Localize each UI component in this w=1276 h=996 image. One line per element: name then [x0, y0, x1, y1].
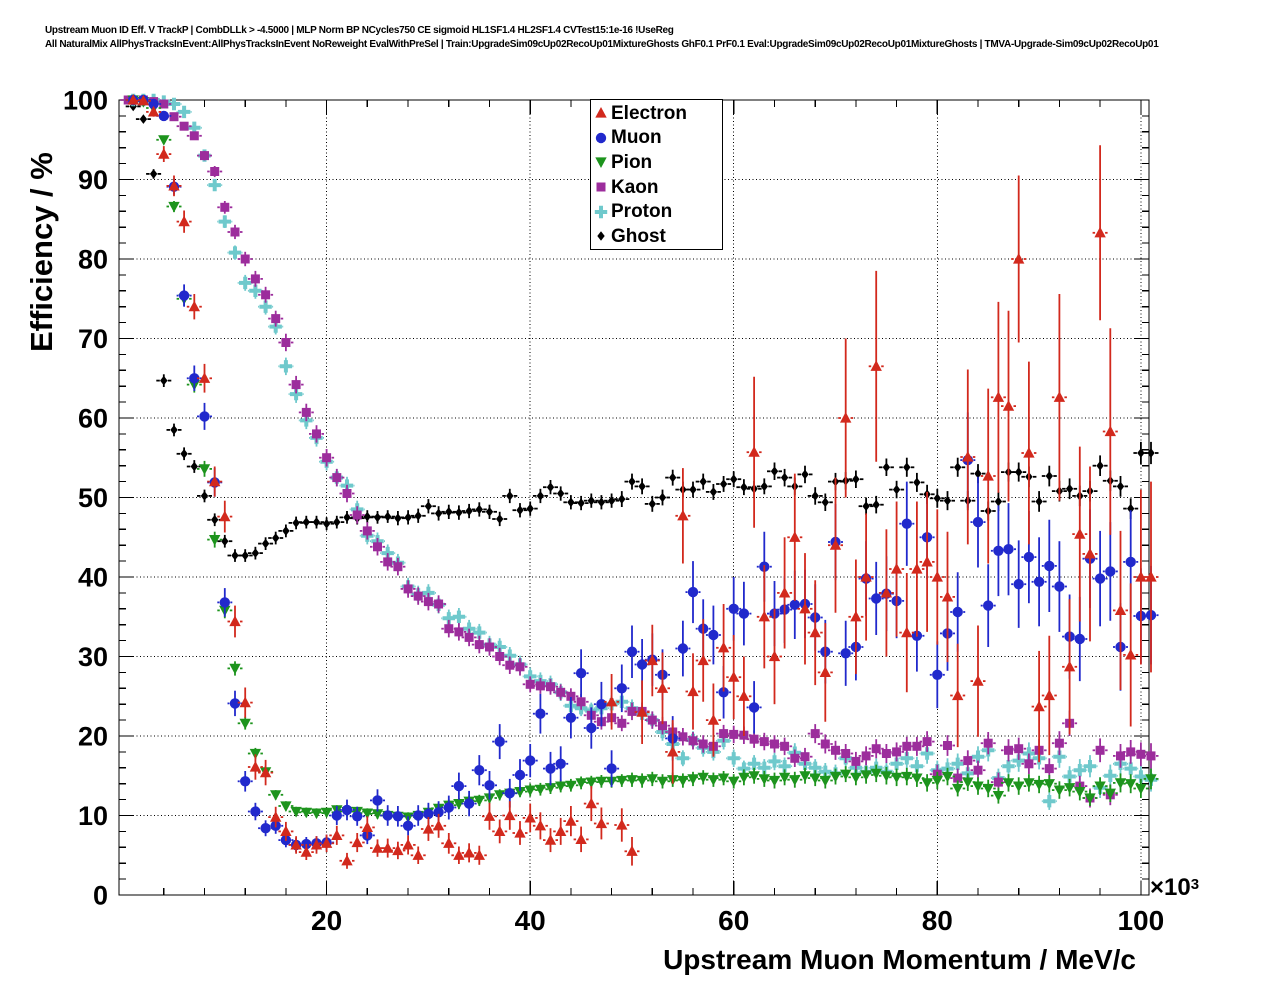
- x-tick-label: 40: [515, 905, 546, 936]
- y-tick-label: 70: [78, 324, 108, 354]
- y-tick-label: 20: [78, 722, 108, 752]
- y-axis-title: Efficiency / %: [24, 152, 59, 352]
- x-tick-label: 80: [922, 905, 953, 936]
- legend-entry-proton: Proton: [591, 199, 722, 224]
- legend-entry-muon: Muon: [591, 126, 722, 151]
- y-tick-label: 30: [78, 642, 108, 672]
- electron-marker-icon: [591, 104, 611, 122]
- x-axis-title: Upstream Muon Momentum / MeV/c: [663, 944, 1136, 975]
- ghost-marker-icon: [591, 227, 611, 245]
- y-tick-label: 90: [78, 165, 108, 195]
- y-tick-label: 80: [78, 245, 108, 275]
- series-electron: [125, 94, 1159, 869]
- legend-label: Pion: [611, 151, 653, 173]
- y-tick-label: 50: [78, 483, 108, 513]
- plot-title-line2: All NaturalMix AllPhysTracksInEvent:AllP…: [45, 39, 1159, 50]
- x-tick-label: 20: [311, 905, 342, 936]
- legend-label: Muon: [611, 127, 662, 149]
- legend-label: Ghost: [611, 225, 666, 247]
- legend-entry-pion: Pion: [591, 150, 722, 175]
- y-tick-label: 100: [63, 86, 108, 116]
- legend-entry-electron: Electron: [591, 101, 722, 126]
- series-pion: [125, 95, 1159, 824]
- y-tick-label: 0: [93, 881, 108, 911]
- legend-label: Proton: [611, 201, 673, 223]
- x-tick-label: 100: [1117, 905, 1164, 936]
- legend-entry-ghost: Ghost: [591, 224, 722, 249]
- proton-marker-icon: [591, 203, 611, 221]
- plot-title-line1: Upstream Muon ID Eff. V TrackP | CombDLL…: [45, 25, 674, 36]
- muon-marker-icon: [591, 129, 611, 147]
- pion-marker-icon: [591, 153, 611, 171]
- legend-entry-kaon: Kaon: [591, 175, 722, 200]
- y-tick-label: 10: [78, 801, 108, 831]
- kaon-marker-icon: [591, 178, 611, 196]
- y-tick-label: 60: [78, 404, 108, 434]
- x-axis-exponent: ×103: [1150, 874, 1200, 901]
- x-tick-label: 60: [718, 905, 749, 936]
- y-tick-label: 40: [78, 563, 108, 593]
- legend-label: Electron: [611, 102, 688, 124]
- legend-box: Electron Muon Pion Kaon Proton Ghost: [590, 99, 723, 250]
- legend-label: Kaon: [611, 176, 659, 198]
